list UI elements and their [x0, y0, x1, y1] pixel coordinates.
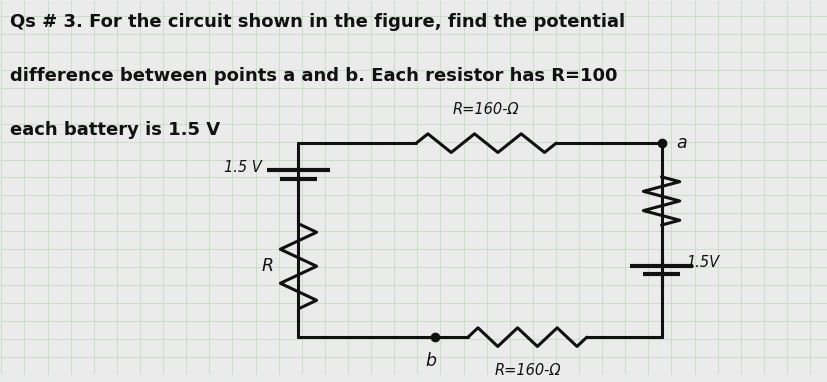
Text: 1.5 V: 1.5 V [223, 160, 261, 175]
Text: a: a [676, 134, 686, 152]
Text: Qs # 3. For the circuit shown in the figure, find the potential: Qs # 3. For the circuit shown in the fig… [10, 13, 624, 31]
Text: R: R [261, 257, 274, 275]
Text: each battery is 1.5 V: each battery is 1.5 V [10, 121, 219, 139]
Text: R=160-Ω: R=160-Ω [452, 102, 519, 117]
Text: R=160-Ω: R=160-Ω [494, 363, 560, 378]
Text: difference between points a and b. Each resistor has R=100: difference between points a and b. Each … [10, 67, 616, 85]
Text: 1.5V: 1.5V [686, 255, 719, 270]
Text: b: b [424, 352, 436, 370]
